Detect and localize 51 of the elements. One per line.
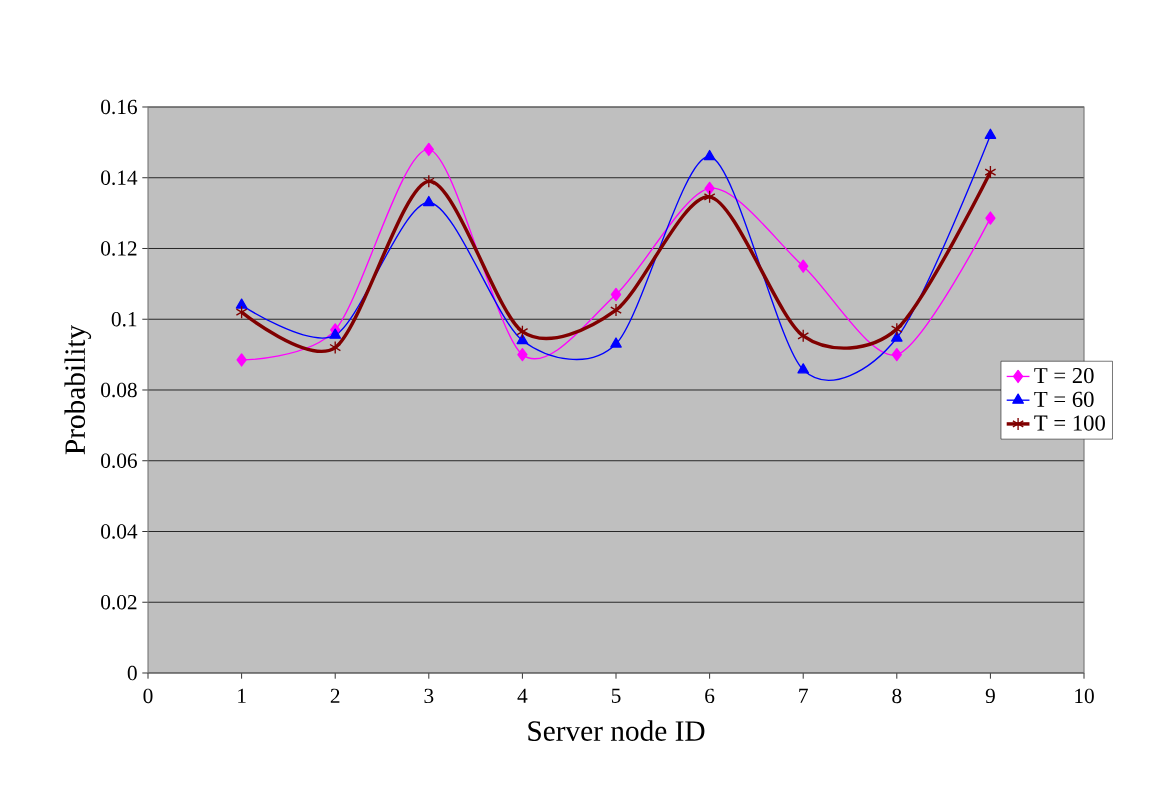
point (423, 142, 434, 157)
point (703, 190, 716, 204)
x-axis-title: Server node ID (528, 720, 705, 741)
y-tick-label: 0 (127, 665, 137, 681)
point (797, 363, 810, 374)
point (517, 347, 528, 362)
x-tick-label: 6 (705, 688, 715, 704)
point (610, 287, 622, 302)
point (235, 305, 248, 319)
legend-label: T = 60 (1034, 391, 1094, 407)
point (516, 324, 529, 339)
legend-label: T = 20 (1034, 367, 1094, 384)
point (985, 211, 996, 225)
point (422, 195, 435, 207)
point (984, 165, 997, 179)
point (798, 259, 809, 273)
x-tick-label: 8 (892, 688, 902, 704)
point (797, 329, 810, 343)
x-tick-label: 5 (611, 688, 621, 703)
point (890, 322, 903, 336)
y-tick-label: 0.06 (101, 453, 137, 468)
point (329, 340, 342, 355)
x-tick-label: 0 (143, 688, 153, 704)
y-tick-label: 0.14 (101, 170, 138, 185)
x-tick-label: 7 (799, 688, 808, 703)
point (235, 298, 248, 309)
y-tick-label: 0.08 (101, 382, 137, 398)
y-tick-label: 0.04 (101, 524, 138, 539)
point (704, 181, 715, 196)
y-tick-label: 0.1 (111, 312, 137, 327)
y-tick-label: 0.16 (101, 99, 137, 115)
point (610, 337, 622, 348)
point (890, 331, 903, 342)
point (422, 174, 435, 188)
y-axis-title: Probability (64, 324, 92, 455)
legend-label: T = 100 (1034, 415, 1105, 431)
point (984, 128, 997, 139)
point (516, 333, 529, 345)
x-tick-label: 2 (330, 688, 340, 703)
y-tick-label: 0.02 (101, 595, 137, 610)
x-tick-label: 4 (517, 688, 528, 703)
point (703, 149, 716, 161)
point (891, 347, 902, 362)
x-tick-label: 9 (985, 688, 995, 704)
point (236, 353, 247, 367)
x-tick-label: 3 (424, 688, 434, 704)
x-tick-label: 10 (1075, 688, 1094, 704)
point (329, 328, 342, 339)
y-tick-label: 0.12 (101, 241, 137, 256)
x-tick-label: 1 (238, 688, 246, 703)
point (610, 303, 622, 317)
